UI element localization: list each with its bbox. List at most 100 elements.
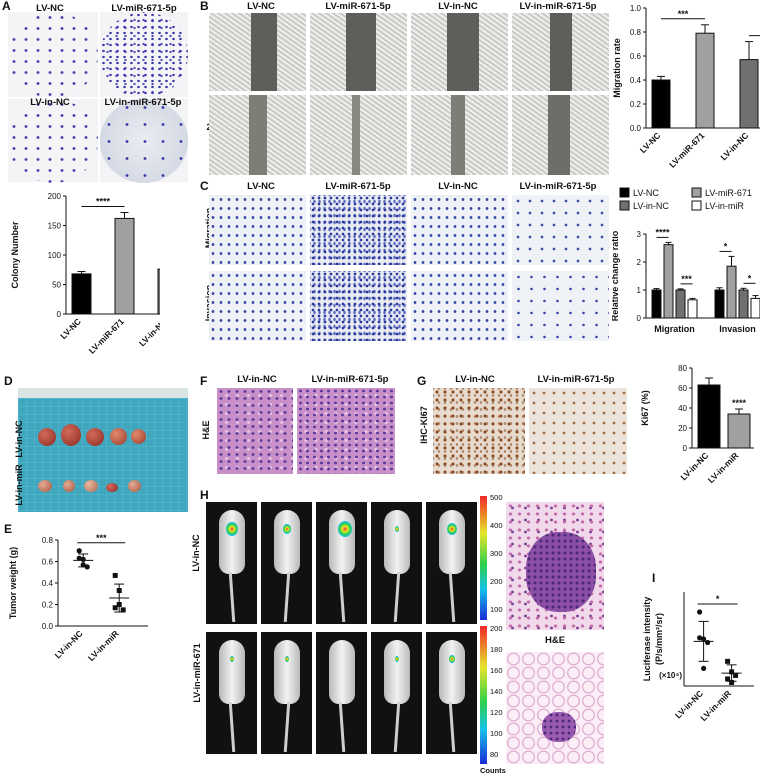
mouse-tail [283, 571, 290, 623]
y-tick-label: 150 [48, 222, 62, 231]
mouse-body [383, 640, 410, 704]
tumor [63, 480, 75, 492]
legend-swatch [691, 187, 702, 198]
tumor [61, 424, 81, 446]
y-tick-label: 20 [678, 424, 687, 433]
x-tick-label: LV-miR-671 [667, 130, 707, 170]
metastatic-nodule [526, 532, 596, 612]
y-tick-label: 40 [678, 404, 687, 413]
bar [697, 384, 721, 449]
tumor [38, 480, 52, 492]
luciferase-signal [337, 521, 352, 537]
data-point [112, 605, 118, 611]
panel-letter-h: H [200, 488, 209, 502]
x-tick-label: LV-NC [58, 316, 83, 341]
y-tick-label: 1.0 [630, 4, 642, 13]
tumor [128, 480, 141, 492]
panel-letter-e: E [4, 522, 13, 536]
dish-label-lv-mir: LV-miR-671-5p [111, 3, 177, 14]
y-axis-label: Migration rate [612, 38, 622, 98]
mouse-body [438, 510, 465, 574]
mouse-tail [338, 701, 345, 753]
transwell-image [512, 271, 609, 341]
petri-dish [100, 12, 188, 98]
ivis-row-label-nc: LV-in-NC [191, 534, 201, 572]
y-tick-label: 80 [678, 364, 687, 373]
wound-image [209, 95, 306, 175]
tumor [106, 483, 118, 492]
transwell-image [310, 195, 407, 265]
luciferase-signal [448, 655, 455, 663]
tumor-photo [18, 388, 188, 512]
colorbar-tick: 300 [490, 549, 503, 558]
data-point [112, 572, 118, 578]
y-tick-label: 0.8 [630, 28, 642, 37]
dish-photo-lv-nc [8, 12, 98, 98]
significance-label: **** [96, 197, 111, 207]
legend-label: LV-NC [633, 188, 659, 198]
mouse-tail [338, 571, 345, 623]
data-point [84, 564, 90, 570]
mouse-tail [448, 701, 455, 753]
colorbar-2 [480, 626, 487, 764]
wound-col-header-4: LV-in-miR-671-5p [519, 1, 597, 12]
transwell-col-header-4: LV-in-miR-671-5p [519, 181, 597, 192]
colorbar-tick: 200 [490, 577, 503, 586]
transwell-image [411, 271, 508, 341]
legend-swatch [619, 200, 630, 211]
y-tick-label: 0.4 [630, 76, 642, 85]
metastatic-nodule [542, 712, 576, 742]
mouse-body [438, 640, 465, 704]
luciferase-signal [284, 656, 289, 662]
dish-label-lv-nc: LV-NC [36, 3, 64, 14]
y-tick-label: 0.2 [42, 601, 54, 610]
wound-image [310, 95, 407, 175]
mouse-body [218, 640, 245, 704]
data-point [80, 556, 86, 562]
bar [739, 59, 759, 129]
y-tick-label: 60 [678, 384, 687, 393]
y-tick-label: 200 [48, 192, 62, 201]
data-point [733, 672, 739, 678]
y-tick-label: 0.2 [630, 100, 642, 109]
data-point [705, 639, 711, 646]
colorbar-tick: 100 [490, 729, 503, 738]
y-tick-label: 0 [57, 310, 62, 319]
transwell-col-header-1: LV-NC [247, 181, 275, 192]
x-tick-label: LV-NC [638, 130, 663, 155]
bioluminescence-image [426, 502, 477, 624]
transwell-col-header-3: LV-in-NC [438, 181, 478, 192]
bar [71, 273, 92, 315]
y-tick-label: 0.0 [42, 622, 54, 631]
significance-label: **** [655, 227, 670, 237]
colorbar-1-ticks: 500 400 300 200 100 [490, 493, 520, 621]
he-col-header-2: LV-in-miR-671-5p [311, 374, 389, 385]
data-point [80, 562, 86, 568]
data-point [697, 635, 703, 641]
dish-photo-lv-in-mir [100, 99, 188, 183]
lung-he-label: H&E [544, 635, 566, 646]
y-tick-label: 1 [637, 286, 642, 295]
data-point [701, 665, 707, 671]
mouse-tail [393, 571, 400, 623]
tumor-row-label-nc: LV-in-NC [14, 420, 24, 458]
wound-col-header-2: LV-miR-671-5p [325, 1, 391, 12]
colorbar-1 [480, 496, 487, 620]
bar [695, 32, 715, 129]
bioluminescence-image [206, 502, 257, 624]
y-multiplier: (×10⁴) [659, 671, 682, 680]
mouse-tail [283, 701, 290, 753]
data-point [725, 658, 731, 664]
bioluminescence-image [316, 632, 367, 754]
tumor [110, 428, 127, 445]
he-image-lv-in-nc [217, 388, 293, 474]
y-tick-label: 50 [52, 281, 61, 290]
luciferase-signal [229, 656, 234, 662]
dish-label-lv-in-mir: LV-in-miR-671-5p [104, 97, 182, 108]
y-tick-label: 100 [48, 251, 62, 260]
transwell-image [209, 271, 306, 341]
x-tick-label: LV-in-NC [718, 130, 750, 162]
wound-image [411, 95, 508, 175]
panel-letter-d: D [4, 374, 13, 388]
